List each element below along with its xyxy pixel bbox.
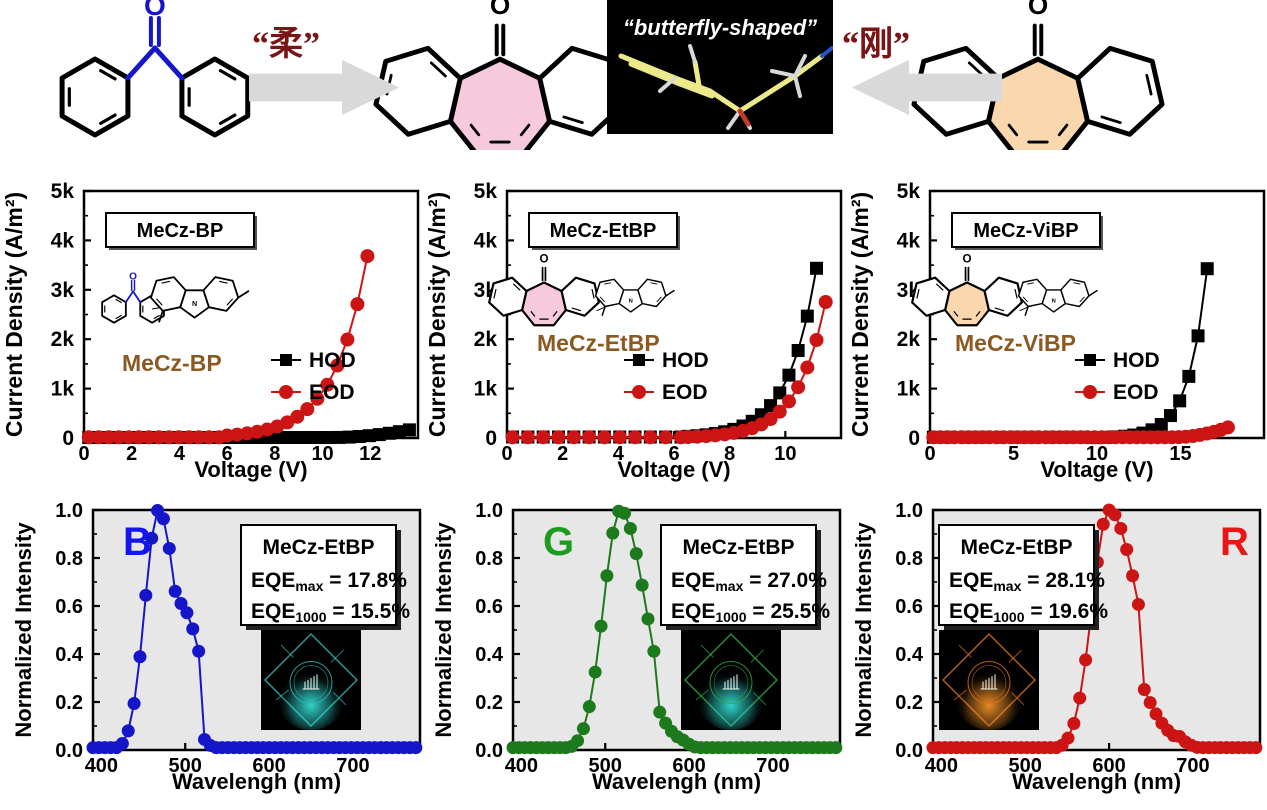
svg-text:0.4: 0.4: [475, 644, 504, 666]
svg-text:4: 4: [174, 443, 186, 465]
svg-text:EQE1000 = 19.6%: EQE1000 = 19.6%: [949, 600, 1108, 625]
svg-text:1k: 1k: [897, 378, 921, 401]
svg-text:0.8: 0.8: [55, 548, 83, 570]
svg-text:10: 10: [311, 443, 333, 465]
svg-text:MeCz-BP: MeCz-BP: [137, 220, 224, 242]
svg-text:10: 10: [774, 443, 796, 465]
svg-text:Normalized Intensity: Normalized Intensity: [11, 522, 36, 738]
svg-text:0.4: 0.4: [55, 644, 84, 666]
svg-text:MeCz-ViBP: MeCz-ViBP: [973, 220, 1078, 242]
svg-text:EQE1000 = 15.5%: EQE1000 = 15.5%: [251, 600, 410, 625]
svg-text:0.2: 0.2: [475, 692, 503, 714]
svg-text:O: O: [1028, 0, 1048, 20]
svg-text:1.0: 1.0: [895, 500, 923, 522]
svg-text:0.6: 0.6: [895, 596, 923, 618]
svg-text:O: O: [129, 271, 137, 282]
svg-text:1.0: 1.0: [55, 500, 83, 522]
svg-text:400: 400: [85, 755, 118, 777]
svg-text:O: O: [490, 0, 510, 20]
svg-text:0.4: 0.4: [895, 644, 924, 666]
svg-text:HOD: HOD: [309, 349, 356, 372]
svg-text:0.2: 0.2: [55, 692, 83, 714]
svg-text:1.0: 1.0: [475, 500, 503, 522]
svg-text:Wavelengh (nm): Wavelengh (nm): [172, 769, 341, 794]
svg-text:4k: 4k: [897, 229, 921, 252]
svg-text:O: O: [539, 253, 548, 266]
svg-text:Current Density (A/m²): Current Density (A/m²): [847, 192, 873, 437]
svg-text:HOD: HOD: [662, 349, 709, 372]
svg-text:5: 5: [1008, 443, 1019, 465]
svg-text:HOD: HOD: [1113, 349, 1160, 372]
svg-text:MeCz-EtBP: MeCz-EtBP: [682, 536, 794, 559]
svg-text:Normalized Intensity: Normalized Intensity: [431, 522, 456, 738]
svg-text:2k: 2k: [474, 328, 498, 351]
svg-text:MeCz-EtBP: MeCz-EtBP: [960, 536, 1072, 559]
svg-text:2k: 2k: [51, 328, 75, 351]
svg-text:0.0: 0.0: [475, 740, 503, 762]
svg-text:0.0: 0.0: [55, 740, 83, 762]
svg-text:5k: 5k: [51, 180, 75, 203]
svg-text:“butterfly-shaped”: “butterfly-shaped”: [623, 15, 817, 40]
svg-text:Wavelengh (nm): Wavelengh (nm): [592, 769, 761, 794]
svg-text:4k: 4k: [51, 229, 75, 252]
svg-text:400: 400: [505, 755, 538, 777]
svg-text:700: 700: [1176, 755, 1209, 777]
svg-text:B: B: [123, 520, 152, 564]
svg-text:1k: 1k: [474, 378, 498, 401]
svg-text:400: 400: [925, 755, 958, 777]
svg-text:0: 0: [924, 443, 935, 465]
svg-text:0.2: 0.2: [895, 692, 923, 714]
svg-text:MeCz-EtBP: MeCz-EtBP: [537, 330, 660, 356]
svg-text:5k: 5k: [897, 180, 921, 203]
svg-text:EOD: EOD: [309, 381, 355, 404]
svg-text:R: R: [1220, 520, 1249, 564]
svg-text:EQEmax = 27.0%: EQEmax = 27.0%: [671, 569, 827, 594]
svg-text:EOD: EOD: [1113, 381, 1159, 404]
svg-text:2k: 2k: [897, 328, 921, 351]
svg-text:MeCz-EtBP: MeCz-EtBP: [262, 536, 374, 559]
svg-text:MeCz-EtBP: MeCz-EtBP: [550, 220, 657, 242]
svg-text:1k: 1k: [51, 378, 75, 401]
svg-text:0.8: 0.8: [475, 548, 503, 570]
svg-text:Normalized Intensity: Normalized Intensity: [851, 522, 876, 738]
svg-text:700: 700: [336, 755, 369, 777]
svg-text:5k: 5k: [474, 180, 498, 203]
svg-text:EOD: EOD: [662, 381, 708, 404]
svg-text:Current Density (A/m²): Current Density (A/m²): [1, 192, 27, 437]
svg-text:0: 0: [485, 427, 497, 450]
svg-text:0: 0: [62, 427, 74, 450]
svg-text:0: 0: [501, 443, 512, 465]
svg-text:N: N: [629, 299, 633, 305]
svg-text:MeCz-ViBP: MeCz-ViBP: [955, 330, 1076, 356]
svg-text:O: O: [962, 253, 971, 266]
svg-text:Current Density (A/m²): Current Density (A/m²): [424, 192, 450, 437]
svg-text:G: G: [543, 520, 574, 564]
svg-text:0: 0: [78, 443, 89, 465]
svg-text:O: O: [144, 0, 166, 21]
svg-text:3k: 3k: [51, 279, 75, 302]
svg-text:15: 15: [1169, 443, 1191, 465]
svg-text:0.6: 0.6: [55, 596, 83, 618]
svg-text:N: N: [192, 299, 197, 308]
svg-text:MeCz-BP: MeCz-BP: [122, 350, 222, 376]
svg-text:2: 2: [126, 443, 137, 465]
svg-text:0.0: 0.0: [895, 740, 923, 762]
svg-text:4k: 4k: [474, 229, 498, 252]
svg-text:0: 0: [908, 427, 920, 450]
svg-text:EQEmax = 17.8%: EQEmax = 17.8%: [251, 569, 407, 594]
svg-text:N: N: [1052, 299, 1056, 305]
svg-text:2: 2: [557, 443, 568, 465]
svg-text:12: 12: [359, 443, 381, 465]
svg-text:EQE1000 = 25.5%: EQE1000 = 25.5%: [671, 600, 830, 625]
svg-text:Wavelengh (nm): Wavelengh (nm): [1012, 769, 1181, 794]
svg-text:700: 700: [756, 755, 789, 777]
svg-text:EQEmax = 28.1%: EQEmax = 28.1%: [949, 569, 1105, 594]
svg-text:0.8: 0.8: [895, 548, 923, 570]
svg-text:0.6: 0.6: [475, 596, 503, 618]
